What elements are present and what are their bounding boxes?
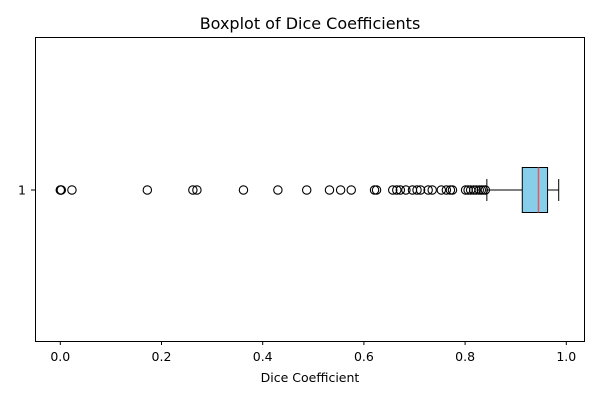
outlier-point	[471, 185, 481, 195]
plot-area: 0.0 0.2 0.4 0.6 0.8 1.0 1	[18, 167, 576, 364]
x-tick-label: 0.2	[152, 349, 172, 364]
y-tick-label: 1	[18, 183, 26, 198]
outlier-point	[392, 185, 402, 195]
axes-frame	[35, 37, 585, 342]
x-tick-label: 0.6	[354, 349, 374, 364]
outlier-point	[142, 185, 153, 195]
outlier-point	[371, 185, 382, 195]
x-tick-label: 0.0	[50, 349, 70, 364]
outlier-point	[468, 185, 479, 195]
outlier-point	[387, 185, 398, 195]
outlier-point	[324, 185, 335, 195]
outlier-point	[395, 185, 406, 195]
outlier-point	[192, 185, 202, 195]
outlier-point	[441, 185, 452, 195]
outlier-point	[346, 185, 356, 195]
outlier-point	[401, 185, 411, 195]
outlier-point	[447, 185, 458, 195]
interquartile-box	[521, 167, 549, 213]
x-tick-label: 0.8	[455, 349, 475, 364]
outlier-point	[335, 185, 346, 195]
outlier-point	[427, 185, 437, 195]
x-axis-label: Dice Coefficient	[261, 370, 360, 385]
chart-title: Boxplot of Dice Coefficients	[200, 14, 421, 33]
outlier-point	[436, 185, 447, 195]
x-tick-label: 0.4	[253, 349, 273, 364]
outlier-point	[415, 185, 426, 195]
outlier-point	[67, 185, 77, 195]
outlier-point	[423, 185, 433, 195]
outlier-point	[238, 185, 249, 195]
outlier-point	[412, 185, 422, 195]
outlier-point	[480, 185, 491, 195]
outlier-point	[301, 185, 312, 195]
outlier-point	[273, 185, 283, 195]
x-tick-label: 1.0	[556, 349, 576, 364]
outlier-point	[369, 185, 380, 195]
outlier-point	[56, 185, 67, 195]
outlier-point	[188, 185, 198, 195]
